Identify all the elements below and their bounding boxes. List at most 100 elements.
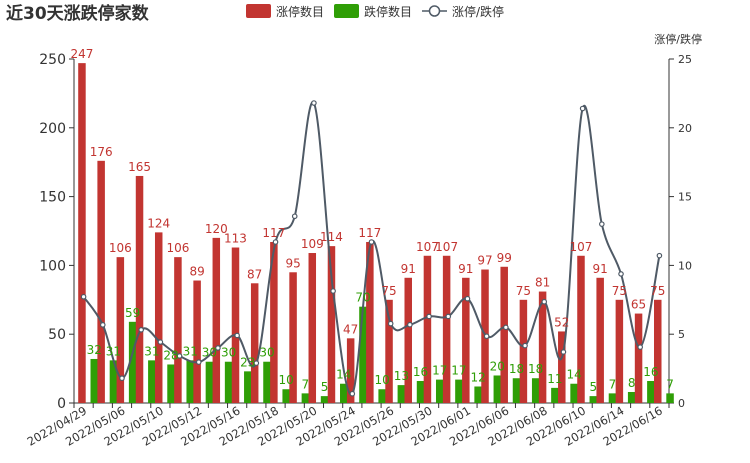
bar-dieting[interactable] xyxy=(90,358,99,403)
bar-zhangting[interactable] xyxy=(154,232,163,403)
data-label-dieting: 10 xyxy=(279,373,294,387)
bar-dieting[interactable] xyxy=(589,396,598,403)
bar-zhangting[interactable] xyxy=(538,291,547,403)
bar-dieting[interactable] xyxy=(397,385,406,403)
ratio-point[interactable] xyxy=(656,252,663,259)
ratio-point[interactable] xyxy=(407,321,413,328)
bar-dieting[interactable] xyxy=(666,393,674,403)
ratio-point[interactable] xyxy=(541,298,548,305)
bar-zhangting[interactable] xyxy=(327,246,336,403)
ratio-point[interactable] xyxy=(503,324,509,331)
bar-zhangting[interactable] xyxy=(558,331,566,403)
ratio-point[interactable] xyxy=(368,239,375,245)
bar-dieting[interactable] xyxy=(416,380,425,403)
ratio-point[interactable] xyxy=(637,344,644,350)
ratio-point[interactable] xyxy=(579,105,586,112)
bar-zhangting[interactable] xyxy=(212,237,221,403)
bar-zhangting[interactable] xyxy=(596,277,604,403)
legend-item-0[interactable]: 涨停数目 xyxy=(246,4,324,19)
bar-dieting[interactable] xyxy=(551,387,559,403)
bar-zhangting[interactable] xyxy=(654,299,662,403)
bar-zhangting[interactable] xyxy=(385,299,393,403)
data-label-dieting: 5 xyxy=(321,380,329,394)
bar-dieting[interactable] xyxy=(320,396,329,403)
bar-dieting[interactable] xyxy=(531,378,540,403)
bar-dieting[interactable] xyxy=(186,360,194,403)
ratio-point[interactable] xyxy=(291,213,298,220)
bar-dieting[interactable] xyxy=(474,386,482,403)
bar-zhangting[interactable] xyxy=(615,299,624,403)
legend-item-1[interactable]: 跌停数目 xyxy=(334,4,412,19)
ratio-point[interactable] xyxy=(483,333,490,340)
bar-dieting[interactable] xyxy=(263,361,271,403)
data-label-dieting: 7 xyxy=(609,377,617,391)
bar-zhangting[interactable] xyxy=(135,175,144,403)
bar-zhangting[interactable] xyxy=(116,257,125,403)
ratio-point[interactable] xyxy=(445,313,452,320)
bar-zhangting[interactable] xyxy=(442,255,451,403)
bar-dieting[interactable] xyxy=(148,360,156,403)
ratio-point[interactable] xyxy=(464,295,471,302)
bar-zhangting[interactable] xyxy=(193,280,201,403)
bar-zhangting[interactable] xyxy=(577,255,585,403)
bar-dieting[interactable] xyxy=(570,383,578,403)
ratio-point[interactable] xyxy=(272,239,279,245)
bar-zhangting[interactable] xyxy=(78,63,86,404)
ratio-point[interactable] xyxy=(176,353,183,359)
bar-dieting[interactable] xyxy=(167,364,175,403)
bar-zhangting[interactable] xyxy=(634,313,643,403)
ratio-point[interactable] xyxy=(119,375,125,382)
bar-zhangting[interactable] xyxy=(462,277,470,403)
bar-zhangting[interactable] xyxy=(231,247,240,403)
ratio-point[interactable] xyxy=(522,342,528,349)
bar-dieting[interactable] xyxy=(608,393,617,403)
bar-zhangting[interactable] xyxy=(97,160,105,403)
right-axis-name: 涨停/跌停 xyxy=(654,32,702,46)
ratio-point[interactable] xyxy=(234,332,240,339)
ratio-point[interactable] xyxy=(99,322,106,328)
bar-dieting[interactable] xyxy=(627,391,636,403)
bar-dieting[interactable] xyxy=(359,306,367,403)
bar-dieting[interactable] xyxy=(512,378,521,403)
ratio-point[interactable] xyxy=(157,339,164,345)
bar-dieting[interactable] xyxy=(647,380,655,403)
ratio-point[interactable] xyxy=(330,288,336,294)
bar-zhangting[interactable] xyxy=(250,283,259,403)
bar-dieting[interactable] xyxy=(340,383,348,403)
bar-dieting[interactable] xyxy=(435,379,444,403)
ratio-point[interactable] xyxy=(618,271,624,277)
bar-zhangting[interactable] xyxy=(308,253,317,403)
bar-dieting[interactable] xyxy=(455,379,463,403)
ratio-point[interactable] xyxy=(599,221,605,227)
legend-item-2[interactable]: 涨停/跌停 xyxy=(422,4,504,19)
bar-dieting[interactable] xyxy=(378,389,386,403)
bar-dieting[interactable] xyxy=(282,389,290,403)
bar-zhangting[interactable] xyxy=(289,272,297,403)
bar-zhangting[interactable] xyxy=(270,242,278,403)
bar-dieting[interactable] xyxy=(493,375,502,403)
bar-zhangting[interactable] xyxy=(500,266,508,403)
ratio-point[interactable] xyxy=(311,100,317,106)
bar-zhangting[interactable] xyxy=(519,299,528,403)
ratio-point[interactable] xyxy=(426,313,432,320)
bar-zhangting[interactable] xyxy=(366,242,374,403)
bar-dieting[interactable] xyxy=(109,360,118,403)
bar-dieting[interactable] xyxy=(244,371,252,403)
bar-dieting[interactable] xyxy=(128,321,137,403)
bar-dieting[interactable] xyxy=(301,393,310,403)
bar-dieting[interactable] xyxy=(224,361,233,403)
ratio-point[interactable] xyxy=(215,345,221,351)
data-label-dieting: 30 xyxy=(202,346,217,360)
bar-zhangting[interactable] xyxy=(423,255,432,403)
ratio-point[interactable] xyxy=(138,326,144,333)
ratio-point[interactable] xyxy=(560,349,567,355)
ratio-point[interactable] xyxy=(80,293,87,300)
bar-zhangting[interactable] xyxy=(404,277,412,403)
bar-zhangting[interactable] xyxy=(346,338,355,403)
ratio-point[interactable] xyxy=(195,359,202,365)
ratio-point[interactable] xyxy=(349,390,356,397)
ratio-point[interactable] xyxy=(387,320,394,327)
ratio-point[interactable] xyxy=(253,360,260,366)
bar-zhangting[interactable] xyxy=(174,257,182,403)
bar-dieting[interactable] xyxy=(205,361,214,403)
